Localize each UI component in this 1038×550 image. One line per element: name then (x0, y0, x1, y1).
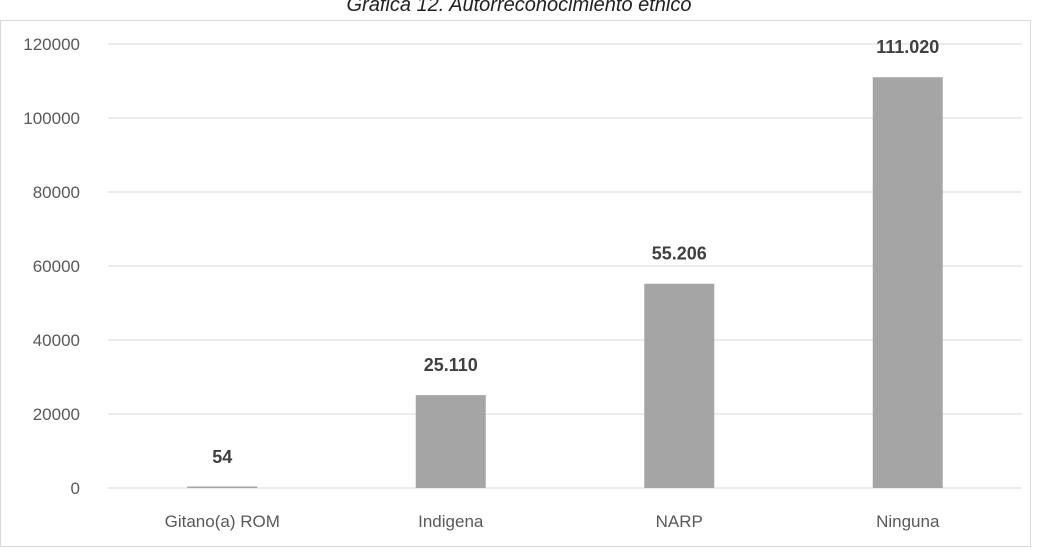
y-tick-label: 0 (71, 479, 80, 498)
bar (872, 77, 943, 488)
y-tick-label: 120000 (23, 35, 80, 54)
chart-title: Gráfica 12. Autorreconocimiento étnico (346, 0, 692, 16)
category-label: Gitano(a) ROM (165, 512, 280, 531)
data-labels: 54 25.110 55.206 111.020 (212, 37, 939, 467)
y-tick-label: 80000 (33, 183, 80, 202)
data-label: 55.206 (652, 244, 707, 264)
bar (415, 395, 486, 488)
category-label: NARP (656, 512, 703, 531)
category-label: Indigena (418, 512, 484, 531)
x-axis: Gitano(a) ROM Indigena NARP Ninguna (165, 512, 940, 531)
bar (644, 283, 715, 488)
y-tick-label: 100000 (23, 109, 80, 128)
bars (187, 77, 943, 488)
data-label: 25.110 (424, 355, 478, 375)
y-axis: 0 20000 40000 60000 80000 100000 120000 (23, 35, 80, 498)
y-tick-label: 20000 (33, 405, 80, 424)
y-tick-label: 60000 (33, 257, 80, 276)
y-tick-label: 40000 (33, 331, 80, 350)
data-label: 54 (212, 447, 232, 467)
chart-frame (0, 20, 1031, 547)
category-label: Ninguna (876, 512, 940, 531)
data-label: 111.020 (876, 37, 939, 57)
gridlines (108, 43, 1022, 489)
bar (187, 486, 258, 488)
